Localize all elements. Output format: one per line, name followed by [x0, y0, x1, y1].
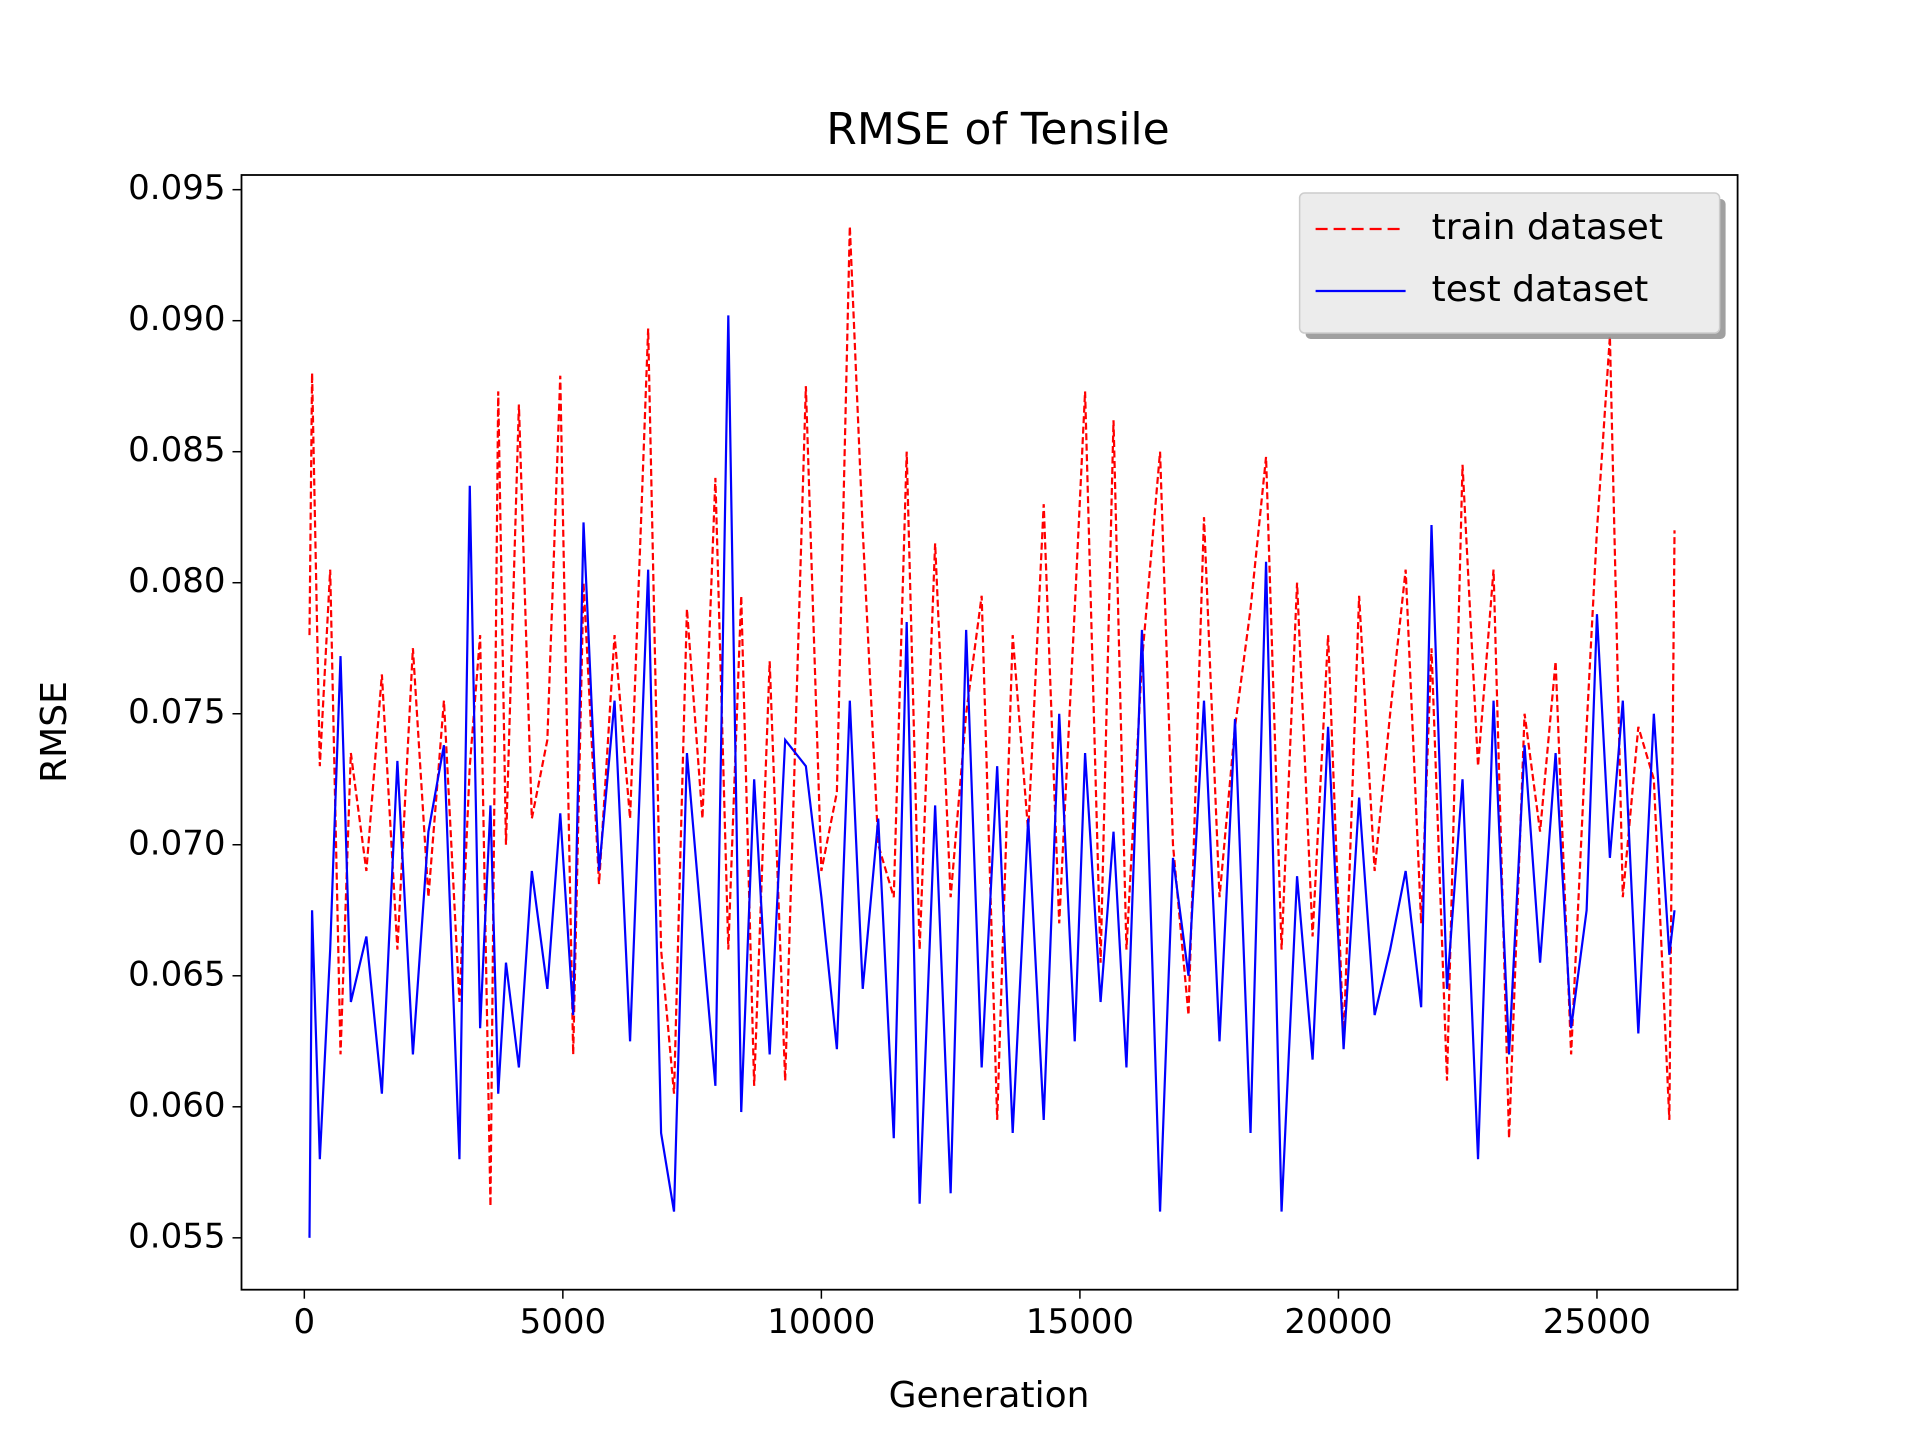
- x-tick-label: 0: [294, 1302, 316, 1342]
- chart-title: RMSE of Tensile: [826, 104, 1169, 155]
- x-tick-label: 5000: [520, 1302, 607, 1342]
- legend-box: [1298, 192, 1721, 334]
- x-tick-label: 25000: [1543, 1302, 1651, 1342]
- y-tick-label: 0.085: [128, 430, 225, 470]
- data-line: [308, 226, 1676, 1207]
- y-tick-label: 0.065: [128, 954, 225, 994]
- y-tick-label: 0.095: [128, 168, 225, 208]
- legend: train dataset test dataset: [1298, 192, 1726, 339]
- x-tick-label: 10000: [767, 1302, 875, 1342]
- y-tick-label: 0.090: [128, 299, 225, 339]
- x-tick-label: 15000: [1026, 1302, 1134, 1342]
- y-tick-label: 0.075: [128, 692, 225, 732]
- legend-label: test dataset: [1432, 269, 1649, 310]
- y-axis-label: RMSE: [34, 681, 75, 783]
- x-tick-label: 20000: [1284, 1302, 1392, 1342]
- y-tick-label: 0.080: [128, 561, 225, 601]
- plot-frame: [240, 174, 1739, 1291]
- y-tick-label: 0.055: [128, 1216, 225, 1256]
- y-tick-label: 0.060: [128, 1085, 225, 1125]
- x-axis-label: Generation: [889, 1375, 1090, 1416]
- data-line: [308, 315, 1676, 1238]
- y-tick-label: 0.070: [128, 823, 225, 863]
- legend-label: train dataset: [1432, 207, 1663, 248]
